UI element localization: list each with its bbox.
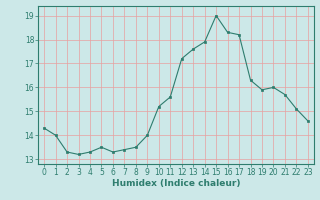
X-axis label: Humidex (Indice chaleur): Humidex (Indice chaleur): [112, 179, 240, 188]
